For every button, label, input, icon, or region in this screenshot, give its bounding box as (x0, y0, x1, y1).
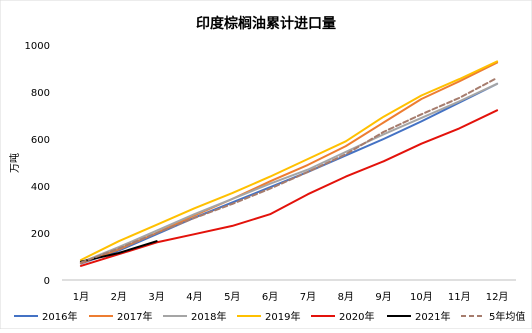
legend-label: 2021年 (415, 310, 450, 323)
y-tick-label: 400 (31, 182, 50, 193)
x-tick-label: 9月 (375, 291, 391, 303)
x-tick-label: 12月 (486, 291, 509, 303)
x-tick-label: 2月 (111, 291, 127, 303)
x-tick-label: 6月 (262, 291, 278, 303)
legend-label: 5年均值 (489, 310, 525, 323)
chart-title: 印度棕榈油累计进口量 (196, 15, 336, 32)
x-tick-label: 3月 (148, 291, 164, 303)
y-tick-label: 0 (44, 276, 50, 287)
y-tick-label: 200 (31, 229, 50, 240)
series-line (79, 76, 499, 264)
axes: 0 200 400 600 800 1000 1月 2月 3月 4月 5月 6月 7月 8月 9月 10月 11… (25, 41, 516, 303)
series-line (79, 60, 499, 261)
series-line (79, 109, 499, 267)
x-tick-label: 10月 (410, 291, 433, 303)
legend-label: 2018年 (191, 310, 226, 323)
x-tick-label: 4月 (186, 291, 202, 303)
legend-label: 2016年 (42, 310, 77, 323)
plot-area (79, 60, 499, 267)
x-tick-label: 8月 (338, 291, 354, 303)
x-tick-label: 5月 (224, 291, 240, 303)
legend-label: 2020年 (339, 310, 374, 323)
x-tick-label: 7月 (300, 291, 316, 303)
legend: 2016年 2017年 2018年 2019年 2020年 2021年 5年均值 (14, 310, 525, 323)
y-axis-label: 万吨 (8, 153, 21, 173)
x-tick-label: 1月 (73, 291, 89, 303)
series-line (79, 82, 499, 264)
x-tick-label: 11月 (448, 291, 471, 303)
legend-label: 2017年 (117, 310, 152, 323)
y-tick-label: 600 (31, 135, 50, 146)
legend-label: 2019年 (265, 310, 300, 323)
y-tick-label: 1000 (25, 41, 50, 52)
y-tick-label: 800 (31, 88, 50, 99)
